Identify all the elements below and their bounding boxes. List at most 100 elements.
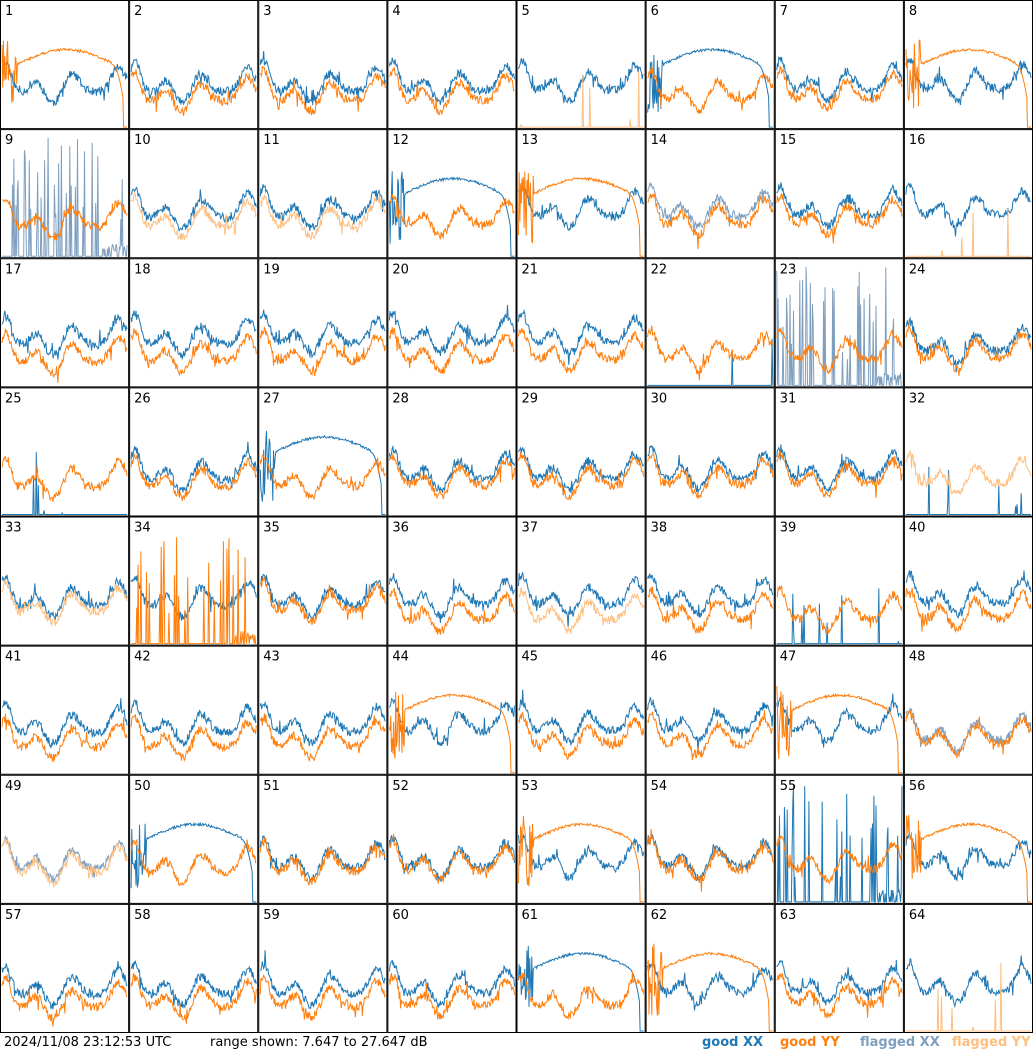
series-good-yy: [388, 691, 515, 774]
panel-label: 17: [5, 262, 22, 277]
series-flagged-yy: [1, 838, 128, 888]
panel-frame: [258, 516, 388, 646]
panel-36: 36: [387, 516, 517, 646]
panel-label: 58: [134, 908, 151, 923]
footer: 2024/11/08 23:12:53 UTC range shown: 7.6…: [0, 1033, 1033, 1053]
series-good-xx: [905, 832, 1032, 883]
panel-label: 6: [651, 4, 659, 19]
panel-44: 44: [387, 645, 517, 775]
panel-frame: [129, 387, 259, 517]
series-good-yy: [518, 452, 645, 501]
series-good-yy: [518, 971, 645, 1021]
panel-17: 17: [0, 258, 130, 388]
series-flagged-xx: [905, 706, 1032, 756]
series-good-xx: [388, 304, 515, 357]
panel-label: 31: [780, 391, 797, 406]
panel-label: 55: [780, 779, 797, 794]
panel-29: 29: [516, 387, 646, 517]
series-good-xx: [518, 689, 645, 747]
series-good-yy: [518, 171, 644, 257]
series-good-xx: [518, 945, 644, 1032]
panel-frame: [0, 129, 130, 259]
series-good-xx: [1, 310, 128, 360]
panel-frame: [645, 129, 775, 259]
panel-frame: [645, 387, 775, 517]
panel-54: 54: [645, 774, 775, 904]
series-good-yy: [388, 973, 515, 1020]
series-good-xx: [905, 58, 1032, 106]
panel-label: 37: [522, 521, 539, 536]
series-good-xx: [518, 446, 645, 496]
panel-label: 24: [909, 262, 926, 277]
panel-frame: [129, 129, 259, 259]
panel-frame: [516, 258, 646, 388]
series-good-xx: [388, 959, 515, 1009]
panel-frame: [774, 387, 904, 517]
panel-label: 20: [392, 262, 409, 277]
panel-frame: [0, 645, 130, 775]
series-good-yy: [389, 587, 515, 635]
panel-label: 18: [134, 262, 151, 277]
panel-52: 52: [387, 774, 517, 904]
series-good-xx: [130, 58, 257, 106]
panel-frame: [258, 903, 388, 1033]
panel-label: 51: [263, 779, 280, 794]
series-good-yy: [388, 67, 515, 116]
panel-label: 63: [780, 908, 797, 923]
panel-frame: [903, 129, 1033, 259]
panel-label: 52: [392, 779, 409, 794]
panel-frame: [516, 774, 646, 904]
series-good-xx: [518, 834, 645, 882]
series-good-xx: [905, 955, 1032, 1009]
panel-13: 13: [516, 129, 646, 259]
panel-62: 62: [645, 903, 775, 1033]
panel-frame: [645, 903, 775, 1033]
panel-2: 2: [129, 0, 259, 130]
panel-24: 24: [903, 258, 1033, 388]
series-good-xx: [647, 573, 774, 618]
panel-18: 18: [129, 258, 259, 388]
panel-label: 35: [263, 521, 280, 536]
panel-48: 48: [903, 645, 1033, 775]
panel-frame: [129, 258, 259, 388]
panel-label: 60: [392, 908, 409, 923]
panel-label: 54: [651, 779, 668, 794]
panel-label: 36: [392, 521, 409, 536]
panel-frame: [129, 0, 259, 130]
panel-frame: [516, 387, 646, 517]
panel-frame: [645, 258, 775, 388]
panel-label: 45: [522, 650, 539, 665]
panel-30: 30: [645, 387, 775, 517]
panel-label: 32: [909, 391, 926, 406]
panel-58: 58: [129, 903, 259, 1033]
series-good-xx: [776, 588, 902, 645]
panel-27: 27: [258, 387, 388, 517]
series-good-xx: [259, 51, 386, 107]
series-good-xx: [130, 821, 257, 903]
panel-label: 50: [134, 779, 151, 794]
panel-frame: [516, 129, 646, 259]
panel-frame: [387, 0, 517, 130]
series-good-xx: [259, 184, 386, 231]
panel-frame: [645, 0, 775, 130]
panel-label: 5: [522, 4, 530, 19]
series-good-yy: [647, 943, 773, 1032]
series-good-xx: [388, 444, 515, 493]
series-good-yy: [647, 828, 774, 892]
series-good-yy: [259, 973, 386, 1021]
panel-label: 34: [134, 521, 151, 536]
panel-63: 63: [774, 903, 904, 1033]
panel-label: 42: [134, 650, 151, 665]
panel-frame: [774, 258, 904, 388]
panel-label: 9: [5, 133, 13, 148]
series-good-xx: [776, 693, 903, 748]
series-good-xx: [776, 444, 903, 493]
series-good-xx: [260, 950, 386, 1010]
panel-label: 30: [651, 391, 668, 406]
series-good-xx: [776, 55, 903, 104]
series-good-xx: [130, 699, 257, 747]
series-good-xx: [259, 309, 386, 359]
legend-flagged-yy: flagged YY: [952, 1035, 1031, 1050]
series-good-yy: [130, 713, 257, 762]
series-good-yy: [776, 834, 903, 885]
